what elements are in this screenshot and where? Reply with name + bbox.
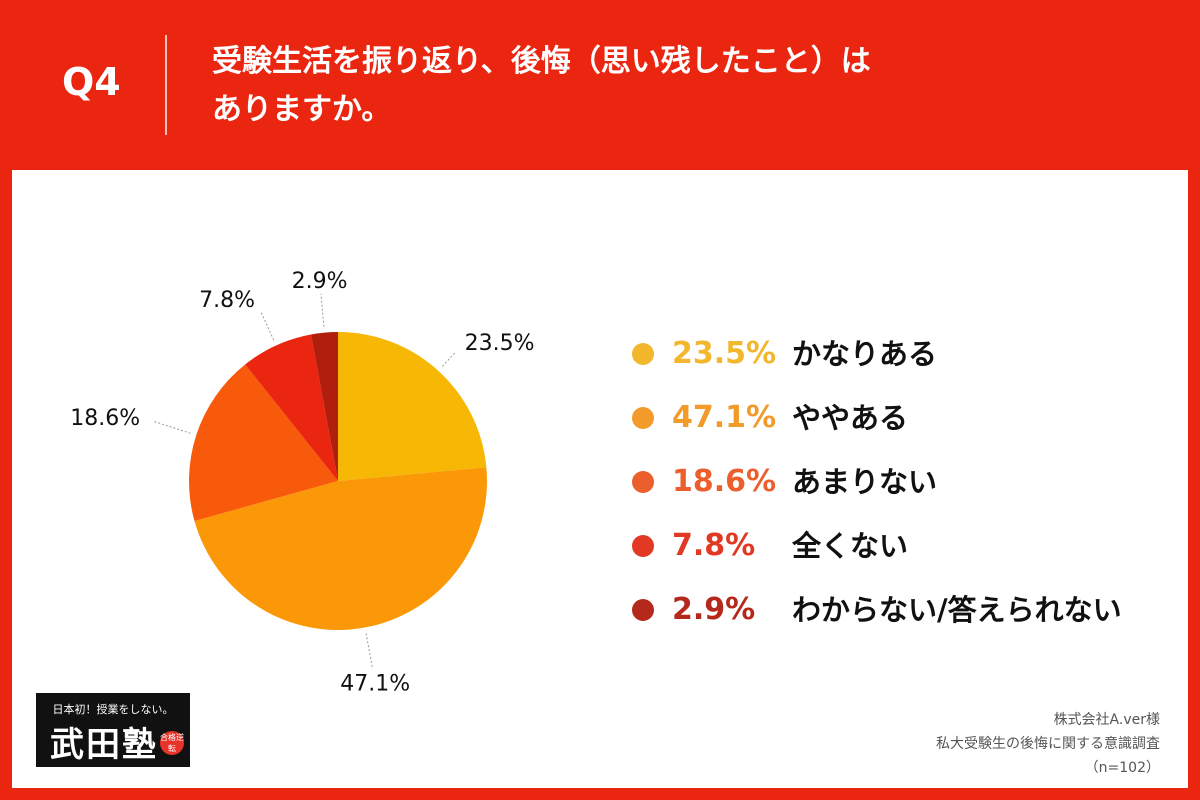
leader-line	[153, 420, 191, 434]
legend-label: わからない/答えられない	[792, 593, 1122, 627]
legend-label: ややある	[792, 401, 909, 435]
legend-item-yaya-aru: 47.1% ややある	[632, 396, 1192, 436]
legend-percent: 18.6%	[672, 464, 777, 499]
legend-swatch	[632, 599, 654, 621]
leader-line	[320, 293, 325, 327]
legend-percent: 23.5%	[672, 336, 777, 371]
pie-slice	[310, 332, 338, 481]
source-sample: （n=102）	[1084, 760, 1160, 776]
source-survey: 私大受験生の後悔に関する意識調査	[936, 736, 1160, 752]
leader-line	[365, 633, 374, 669]
legend-percent: 2.9%	[672, 592, 756, 627]
pie-slice	[189, 364, 338, 522]
legend-label: 全くない	[792, 529, 909, 563]
source-company: 株式会社A.ver様	[1053, 712, 1160, 728]
legend-swatch	[632, 471, 654, 493]
question-text: 受験生活を振り返り、後悔（思い残したこと）は ありますか。	[212, 38, 1112, 134]
pie-slice	[194, 467, 487, 630]
pie-slice	[245, 334, 338, 481]
data-label: 47.1%	[340, 672, 410, 697]
legend-swatch	[632, 535, 654, 557]
question-line-1: 受験生活を振り返り、後悔（思い残したこと）は	[212, 44, 871, 79]
leader-line	[442, 352, 456, 367]
logo-badge: 合格逆転	[160, 731, 184, 755]
legend-label: かなりある	[792, 337, 938, 371]
legend-swatch	[632, 407, 654, 429]
pie-slice	[338, 332, 487, 481]
takedajuku-logo: 日本初！授業をしない。 武田塾 合格逆転	[36, 693, 190, 767]
data-label: 18.6%	[70, 406, 140, 431]
question-number: Q4	[62, 60, 121, 104]
logo-tagline: 日本初！授業をしない。	[52, 703, 174, 716]
legend-label: あまりない	[792, 465, 938, 499]
leader-line	[260, 311, 275, 341]
legend-item-mattaku-nai: 7.8% 全くない	[632, 524, 1192, 564]
logo-name: 武田塾	[50, 725, 158, 765]
legend-swatch	[632, 343, 654, 365]
data-label: 23.5%	[465, 331, 535, 356]
header-divider	[165, 35, 167, 135]
question-line-2: ありますか。	[212, 92, 392, 127]
source-note: 株式会社A.ver様 私大受験生の後悔に関する意識調査 （n=102）	[936, 708, 1160, 780]
legend-item-kanari-aru: 23.5% かなりある	[632, 332, 1192, 372]
legend-item-wakaranai: 2.9% わからない/答えられない	[632, 588, 1192, 628]
header-banner: Q4 受験生活を振り返り、後悔（思い残したこと）は ありますか。	[0, 0, 1200, 170]
legend-item-amari-nai: 18.6% あまりない	[632, 460, 1192, 500]
data-label: 7.8%	[199, 288, 255, 313]
legend-percent: 7.8%	[672, 528, 756, 563]
data-label: 2.9%	[292, 269, 348, 294]
legend-percent: 47.1%	[672, 400, 777, 435]
